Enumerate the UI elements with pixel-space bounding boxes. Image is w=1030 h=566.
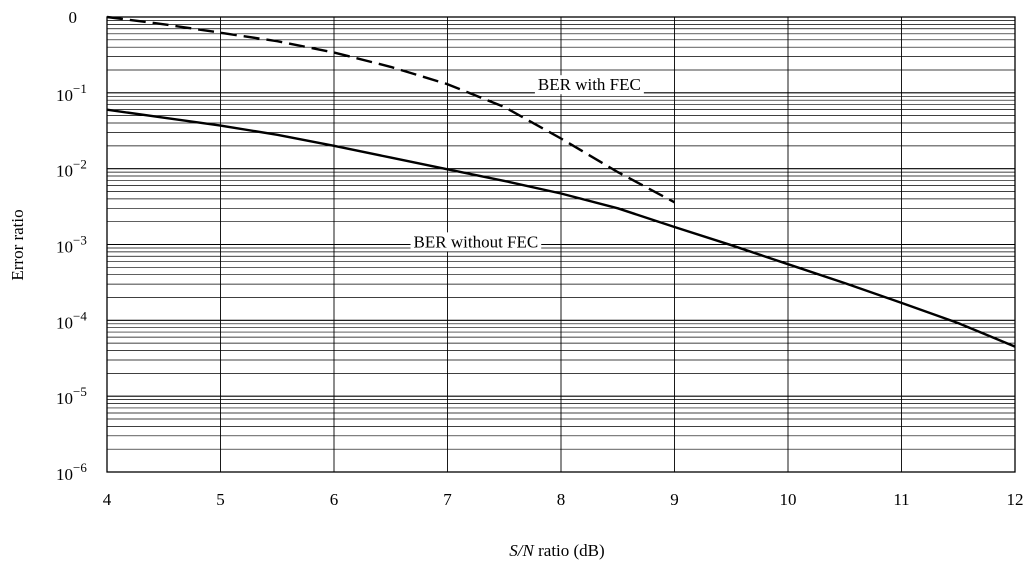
series-line-ber-without-fec: [106, 108, 1016, 348]
x-tick-label: 7: [443, 490, 452, 509]
series-annotation: BER with FEC: [538, 75, 641, 94]
y-tick-label: 10−4: [56, 308, 87, 332]
x-tick-label: 9: [670, 490, 679, 509]
x-tick-label: 11: [893, 490, 909, 509]
y-tick-label: 10−5: [56, 384, 87, 408]
y-tick-label: 10−3: [56, 233, 87, 257]
y-tick-exponent: −1: [73, 81, 87, 96]
x-tick-label: 12: [1007, 490, 1024, 509]
y-tick-base: 10: [56, 86, 73, 105]
y-tick-base: 10: [56, 313, 73, 332]
x-tick-label: 6: [330, 490, 339, 509]
y-tick-labels: 010−110−210−310−410−510−6: [56, 8, 87, 484]
x-tick-label: 8: [557, 490, 566, 509]
x-axis-label-rest: ratio (dB): [534, 541, 605, 560]
y-tick-label: 10−2: [56, 157, 87, 181]
y-tick-base: 10: [56, 162, 73, 181]
y-tick-label: 10−1: [56, 81, 87, 105]
x-axis-label: S/N ratio (dB): [509, 541, 604, 560]
y-tick-exponent: −4: [73, 308, 87, 323]
y-tick-exponent: −2: [73, 157, 87, 172]
plot-frame: [106, 16, 1016, 473]
series-line-ber-with-fec: [106, 15, 676, 204]
x-tick-label: 10: [780, 490, 797, 509]
y-axis-label: Error ratio: [8, 209, 27, 280]
annotations: BER with FEC BER without FEC: [410, 75, 644, 252]
y-tick-base: 10: [56, 465, 73, 484]
series-annotation: BER without FEC: [414, 232, 539, 251]
annotation-background: [410, 232, 542, 252]
annotation-background: [534, 75, 644, 95]
x-tick-label: 5: [216, 490, 225, 509]
series-layer: [106, 15, 1016, 348]
y-tick-exponent: −6: [73, 460, 87, 475]
y-tick-label: 0: [69, 8, 78, 27]
y-tick-base: 10: [56, 238, 73, 257]
x-tick-label: 4: [103, 490, 112, 509]
x-tick-labels: 4 5 6 7 8 9 10 11 12: [103, 490, 1024, 509]
y-tick-exponent: −3: [73, 233, 87, 248]
y-tick-label: 10−6: [56, 460, 87, 484]
y-tick-base: 10: [56, 389, 73, 408]
x-axis-label-italic: S/N: [509, 541, 535, 560]
y-tick-exponent: −5: [73, 384, 87, 399]
